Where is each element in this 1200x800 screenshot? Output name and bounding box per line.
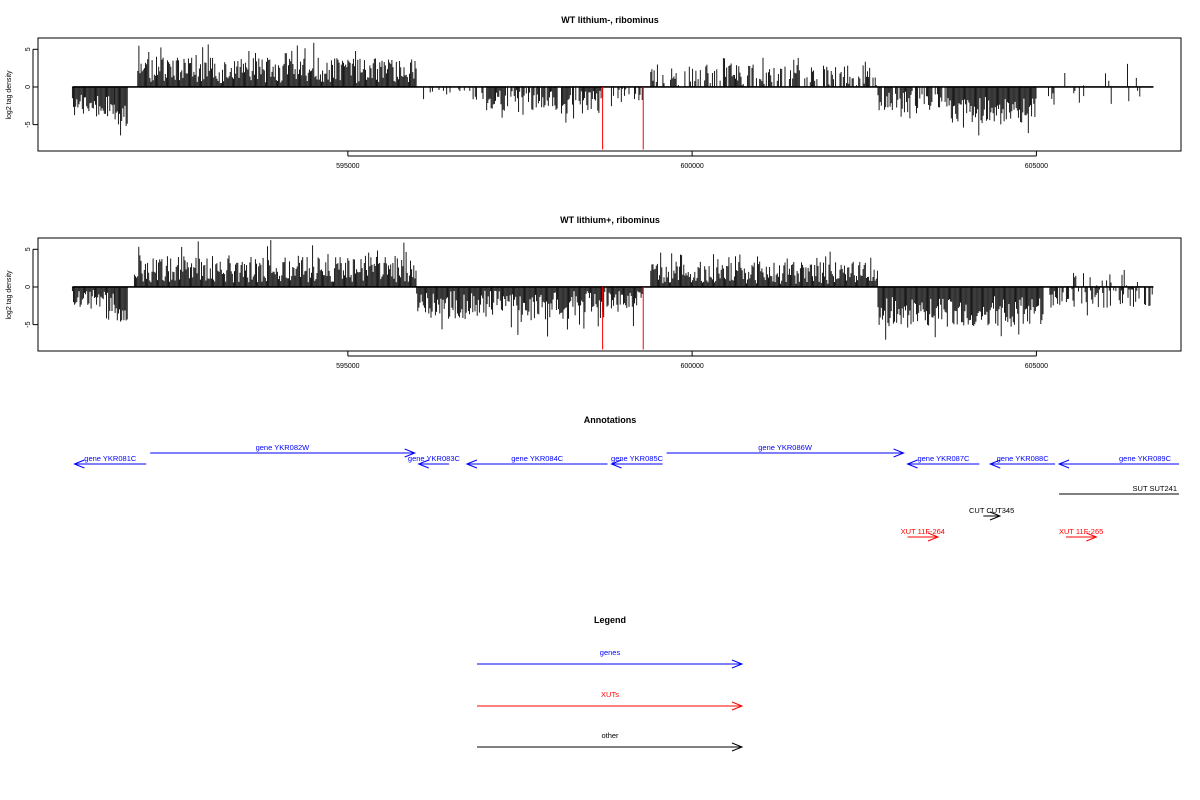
legend-items: genes XUTs other: [477, 648, 744, 752]
annotation-feature: gene YKR087C: [906, 454, 980, 469]
arrow-head: [465, 459, 478, 469]
feature-label: gene YKR084C: [511, 454, 564, 463]
legend-label: other: [601, 731, 619, 740]
annotation-features: gene YKR081C gene YKR082W gene YKR083C gene…: [73, 443, 1179, 542]
feature-label: XUT 11F-265: [1059, 527, 1103, 536]
x-tick-label: 605000: [1025, 163, 1048, 170]
x-tick-label: 600000: [680, 363, 703, 370]
annotation-feature: gene YKR086W: [666, 443, 905, 458]
feature-label: gene YKR089C: [1119, 454, 1172, 463]
feature-label: gene YKR087C: [917, 454, 970, 463]
y-tick-label: 0: [25, 285, 32, 289]
feature-label: gene YKR086W: [758, 443, 813, 452]
feature-label: CUT CUT345: [969, 506, 1014, 515]
y-tick-label: 0: [25, 85, 32, 89]
x-tick-label: 605000: [1025, 363, 1048, 370]
arrow-head: [989, 511, 1002, 521]
annotation-feature: XUT 11F-265: [1059, 527, 1103, 542]
plot-frame: [37, 237, 1182, 352]
x-tick-label: 600000: [680, 163, 703, 170]
arrow-head: [731, 701, 744, 711]
legend-label: genes: [600, 648, 621, 657]
track-panel-lithium-minus: WT lithium-, ribominus log2 tag density …: [6, 15, 1182, 170]
annotation-feature: gene YKR083C: [408, 454, 461, 469]
arrow-head: [731, 742, 744, 752]
arrow-head: [404, 448, 417, 458]
legend-title: Legend: [594, 615, 626, 625]
legend-label: XUTs: [601, 690, 619, 699]
track-panel-lithium-plus: WT lithium+, ribominus log2 tag density …: [6, 215, 1182, 370]
legend-item: genes: [477, 648, 744, 669]
arrow-head: [417, 459, 429, 469]
feature-label: SUT SUT241: [1133, 484, 1177, 493]
x-tick-label: 595000: [336, 363, 359, 370]
legend-panel: Legend genes XUTs other: [477, 615, 744, 752]
annotation-feature: SUT SUT241: [1059, 484, 1179, 495]
annotation-feature: XUT 11F-264: [901, 527, 945, 542]
y-tick-label: -5: [25, 321, 32, 327]
y-axis-label: log2 tag density: [6, 70, 13, 120]
y-tick-label: 5: [25, 47, 32, 51]
annotations-title: Annotations: [584, 415, 637, 425]
annotation-feature: CUT CUT345: [969, 506, 1014, 521]
plot-frame: [37, 37, 1182, 152]
arrow-head: [1086, 532, 1098, 542]
annotation-feature: gene YKR085C: [610, 454, 664, 469]
coverage-bars: [71, 42, 1154, 150]
annotation-feature: gene YKR084C: [465, 454, 608, 469]
arrow-head: [906, 459, 918, 469]
x-tick-label: 595000: [336, 163, 359, 170]
legend-item: XUTs: [477, 690, 744, 711]
coverage-bars: [71, 240, 1154, 350]
arrow-head: [893, 448, 905, 458]
annotation-feature: gene YKR089C: [1057, 454, 1179, 469]
arrow-head: [927, 532, 940, 542]
y-axis-label: log2 tag density: [6, 270, 13, 320]
legend-item: other: [477, 731, 744, 752]
feature-label: gene YKR083C: [408, 454, 461, 463]
axes: 5 0 -5 595000 600000 605000: [25, 47, 1048, 170]
feature-label: gene YKR088C: [997, 454, 1050, 463]
arrow-head: [731, 659, 744, 669]
panel-title: WT lithium-, ribominus: [561, 15, 659, 25]
arrow-head: [988, 459, 1001, 469]
y-tick-label: 5: [25, 247, 32, 251]
arrow-head: [610, 459, 622, 469]
arrow-head: [73, 459, 85, 469]
annotation-feature: gene YKR088C: [988, 454, 1056, 469]
feature-label: gene YKR082W: [256, 443, 311, 452]
axes: 5 0 -5 595000 600000 605000: [25, 247, 1048, 370]
annotation-feature: gene YKR082W: [150, 443, 417, 458]
panel-title: WT lithium+, ribominus: [560, 215, 660, 225]
y-tick-label: -5: [25, 121, 32, 127]
feature-label: gene YKR081C: [84, 454, 137, 463]
feature-label: gene YKR085C: [611, 454, 664, 463]
arrow-head: [1057, 459, 1070, 469]
feature-label: XUT 11F-264: [901, 527, 945, 536]
annotation-feature: gene YKR081C: [73, 454, 147, 469]
